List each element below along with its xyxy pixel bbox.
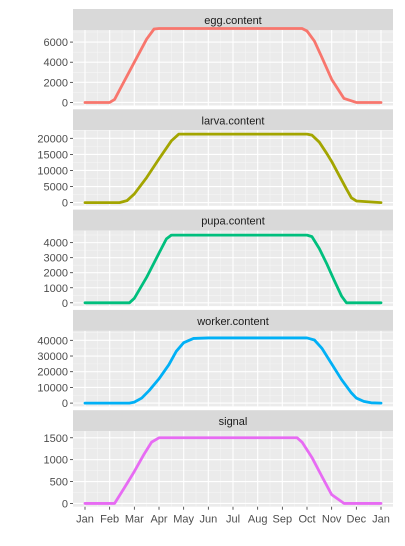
y-tick-label: 6000 bbox=[44, 37, 68, 49]
y-tick-label: 0 bbox=[62, 198, 68, 210]
y-tick-label: 0 bbox=[62, 298, 68, 310]
x-tick-label: Jun bbox=[199, 514, 217, 526]
facet-label: pupa.content bbox=[201, 216, 265, 228]
facet-label: egg.content bbox=[204, 15, 262, 27]
y-tick-label: 1000 bbox=[44, 455, 68, 467]
y-tick-label: 0 bbox=[62, 97, 68, 109]
x-tick-label: May bbox=[173, 514, 194, 526]
y-tick-label: 0 bbox=[62, 498, 68, 510]
y-tick-label: 10000 bbox=[37, 382, 68, 394]
x-tick-label: Nov bbox=[322, 514, 342, 526]
x-tick-label: Dec bbox=[347, 514, 367, 526]
y-tick-label: 5000 bbox=[44, 182, 68, 194]
x-tick-label: Jul bbox=[226, 514, 240, 526]
y-tick-label: 30000 bbox=[37, 351, 68, 363]
y-tick-label: 20000 bbox=[37, 133, 68, 145]
facet-strip bbox=[73, 9, 393, 30]
facet-strip bbox=[73, 109, 393, 131]
y-tick-label: 40000 bbox=[37, 335, 68, 347]
y-tick-label: 15000 bbox=[37, 149, 68, 161]
y-tick-label: 10000 bbox=[37, 165, 68, 177]
y-tick-label: 1000 bbox=[44, 283, 68, 295]
y-tick-label: 2000 bbox=[44, 268, 68, 280]
x-tick-label: Aug bbox=[248, 514, 268, 526]
series-line-larva.content bbox=[83, 132, 383, 204]
x-tick-label: Mar bbox=[125, 514, 144, 526]
y-tick-label: 500 bbox=[50, 477, 68, 489]
x-tick-label: Oct bbox=[298, 514, 315, 526]
x-tick-label: Sep bbox=[273, 514, 293, 526]
y-tick-label: 3000 bbox=[44, 253, 68, 265]
y-tick-label: 0 bbox=[62, 398, 68, 410]
panel-2: pupa.content 0 1000 2000 3000 4000 bbox=[44, 209, 393, 310]
panel-0: egg.content 0 2000 4000 6000 bbox=[44, 9, 393, 109]
x-tick-label: Jan bbox=[76, 514, 94, 526]
x-tick-label: Feb bbox=[100, 514, 119, 526]
y-tick-label: 4000 bbox=[44, 57, 68, 69]
facet-strip bbox=[73, 209, 393, 231]
y-tick-label: 1500 bbox=[44, 433, 68, 445]
facet-label: larva.content bbox=[202, 115, 265, 127]
facet-label: signal bbox=[219, 416, 248, 428]
panel-4: signal 0 500 1000 1500 Jan Feb Mar Apr May Jun Jul A… bbox=[44, 410, 393, 526]
y-tick-label: 2000 bbox=[44, 77, 68, 89]
x-tick-label: Jan bbox=[372, 514, 390, 526]
facet-strip bbox=[73, 410, 393, 432]
panel-3: worker.content 0 10000 20000 30000 40000 bbox=[37, 309, 393, 410]
facet-label: worker.content bbox=[196, 316, 269, 328]
x-tick-label: Apr bbox=[150, 514, 167, 526]
y-tick-label: 4000 bbox=[44, 238, 68, 250]
y-tick-label: 20000 bbox=[37, 367, 68, 379]
facet-strip bbox=[73, 309, 393, 331]
panel-1: larva.content 0 5000 10000 15000 20000 bbox=[37, 109, 393, 210]
